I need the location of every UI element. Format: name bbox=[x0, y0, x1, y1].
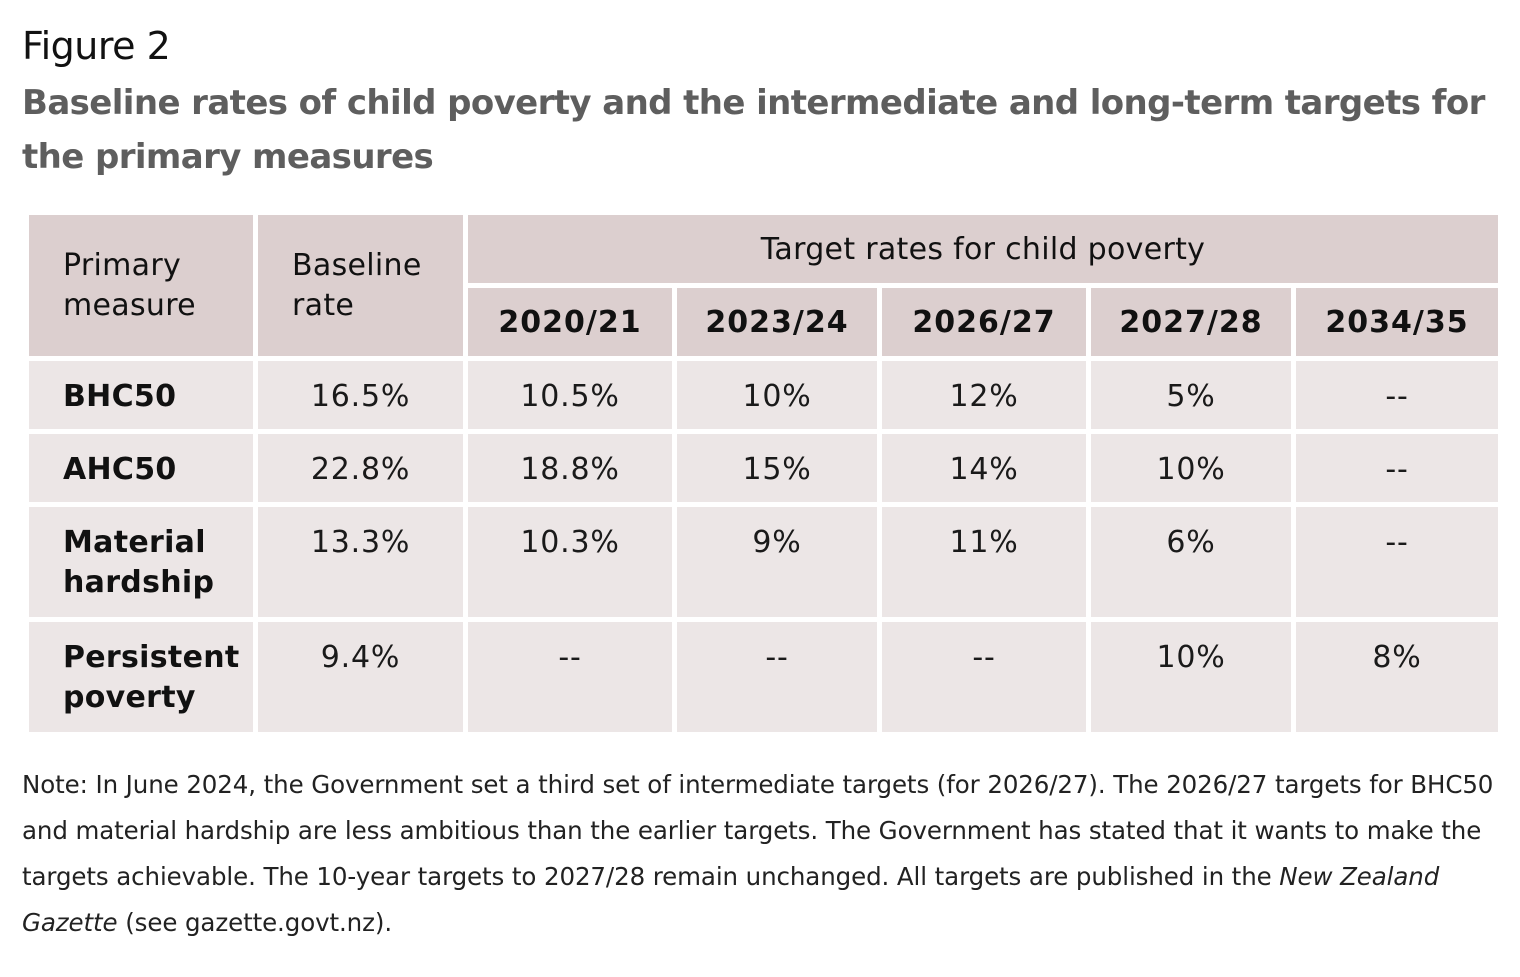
target-value: -- bbox=[1296, 434, 1498, 502]
note-text: Note: In June 2024, the Government set a… bbox=[22, 770, 1494, 891]
baseline-value: 13.3% bbox=[258, 507, 463, 617]
target-value: 10% bbox=[677, 361, 877, 429]
target-value: 6% bbox=[1091, 507, 1291, 617]
baseline-value: 22.8% bbox=[258, 434, 463, 502]
row-measure-label: AHC50 bbox=[29, 434, 253, 502]
figure-title: Baseline rates of child poverty and the … bbox=[22, 83, 1485, 177]
target-value: 8% bbox=[1296, 622, 1498, 732]
target-value: 15% bbox=[677, 434, 877, 502]
figure-label: Figure 2 bbox=[22, 24, 171, 68]
table-note: Note: In June 2024, the Government set a… bbox=[22, 762, 1502, 946]
target-value: -- bbox=[1296, 507, 1498, 617]
header-row-years: 2020/21 2023/24 2026/27 2027/28 2034/35 bbox=[29, 288, 1498, 356]
note-gazette-title: New Zealand Gazette bbox=[22, 862, 1440, 937]
target-value: -- bbox=[882, 622, 1086, 732]
table-row: BHC50 16.5% 10.5% 10% 12% 5% -- bbox=[29, 361, 1498, 429]
target-value: 14% bbox=[882, 434, 1086, 502]
baseline-value: 16.5% bbox=[258, 361, 463, 429]
table-row: AHC50 22.8% 18.8% 15% 14% 10% -- bbox=[29, 434, 1498, 502]
header-year: 2034/35 bbox=[1296, 288, 1498, 356]
target-value: 10% bbox=[1091, 434, 1291, 502]
poverty-targets-table: Primary measure Baseline rate Target rat… bbox=[24, 210, 1503, 737]
target-value: 10.5% bbox=[468, 361, 672, 429]
target-value: 9% bbox=[677, 507, 877, 617]
row-measure-label: Persistent poverty bbox=[29, 622, 253, 732]
note-tail: (see gazette.govt.nz). bbox=[117, 908, 393, 937]
header-row-top: Primary measure Baseline rate Target rat… bbox=[29, 215, 1498, 356]
target-value: -- bbox=[677, 622, 877, 732]
target-value: 12% bbox=[882, 361, 1086, 429]
row-measure-label: BHC50 bbox=[29, 361, 253, 429]
header-year: 2020/21 bbox=[468, 288, 672, 356]
header-year: 2027/28 bbox=[1091, 288, 1291, 356]
header-year: 2026/27 bbox=[882, 288, 1086, 356]
table-row: Material hardship 13.3% 10.3% 9% 11% 6% … bbox=[29, 507, 1498, 617]
target-value: -- bbox=[1296, 361, 1498, 429]
header-baseline-rate: Baseline rate bbox=[258, 215, 463, 356]
row-measure-label: Material hardship bbox=[29, 507, 253, 617]
target-value: 18.8% bbox=[468, 434, 672, 502]
target-value: 10.3% bbox=[468, 507, 672, 617]
target-value: 11% bbox=[882, 507, 1086, 617]
header-year: 2023/24 bbox=[677, 288, 877, 356]
target-value: 5% bbox=[1091, 361, 1291, 429]
target-value: -- bbox=[468, 622, 672, 732]
table-row: Persistent poverty 9.4% -- -- -- 10% 8% bbox=[29, 622, 1498, 732]
header-primary-measure: Primary measure bbox=[29, 215, 253, 356]
baseline-value: 9.4% bbox=[258, 622, 463, 732]
target-value: 10% bbox=[1091, 622, 1291, 732]
header-target-rates: Target rates for child poverty bbox=[468, 215, 1498, 283]
